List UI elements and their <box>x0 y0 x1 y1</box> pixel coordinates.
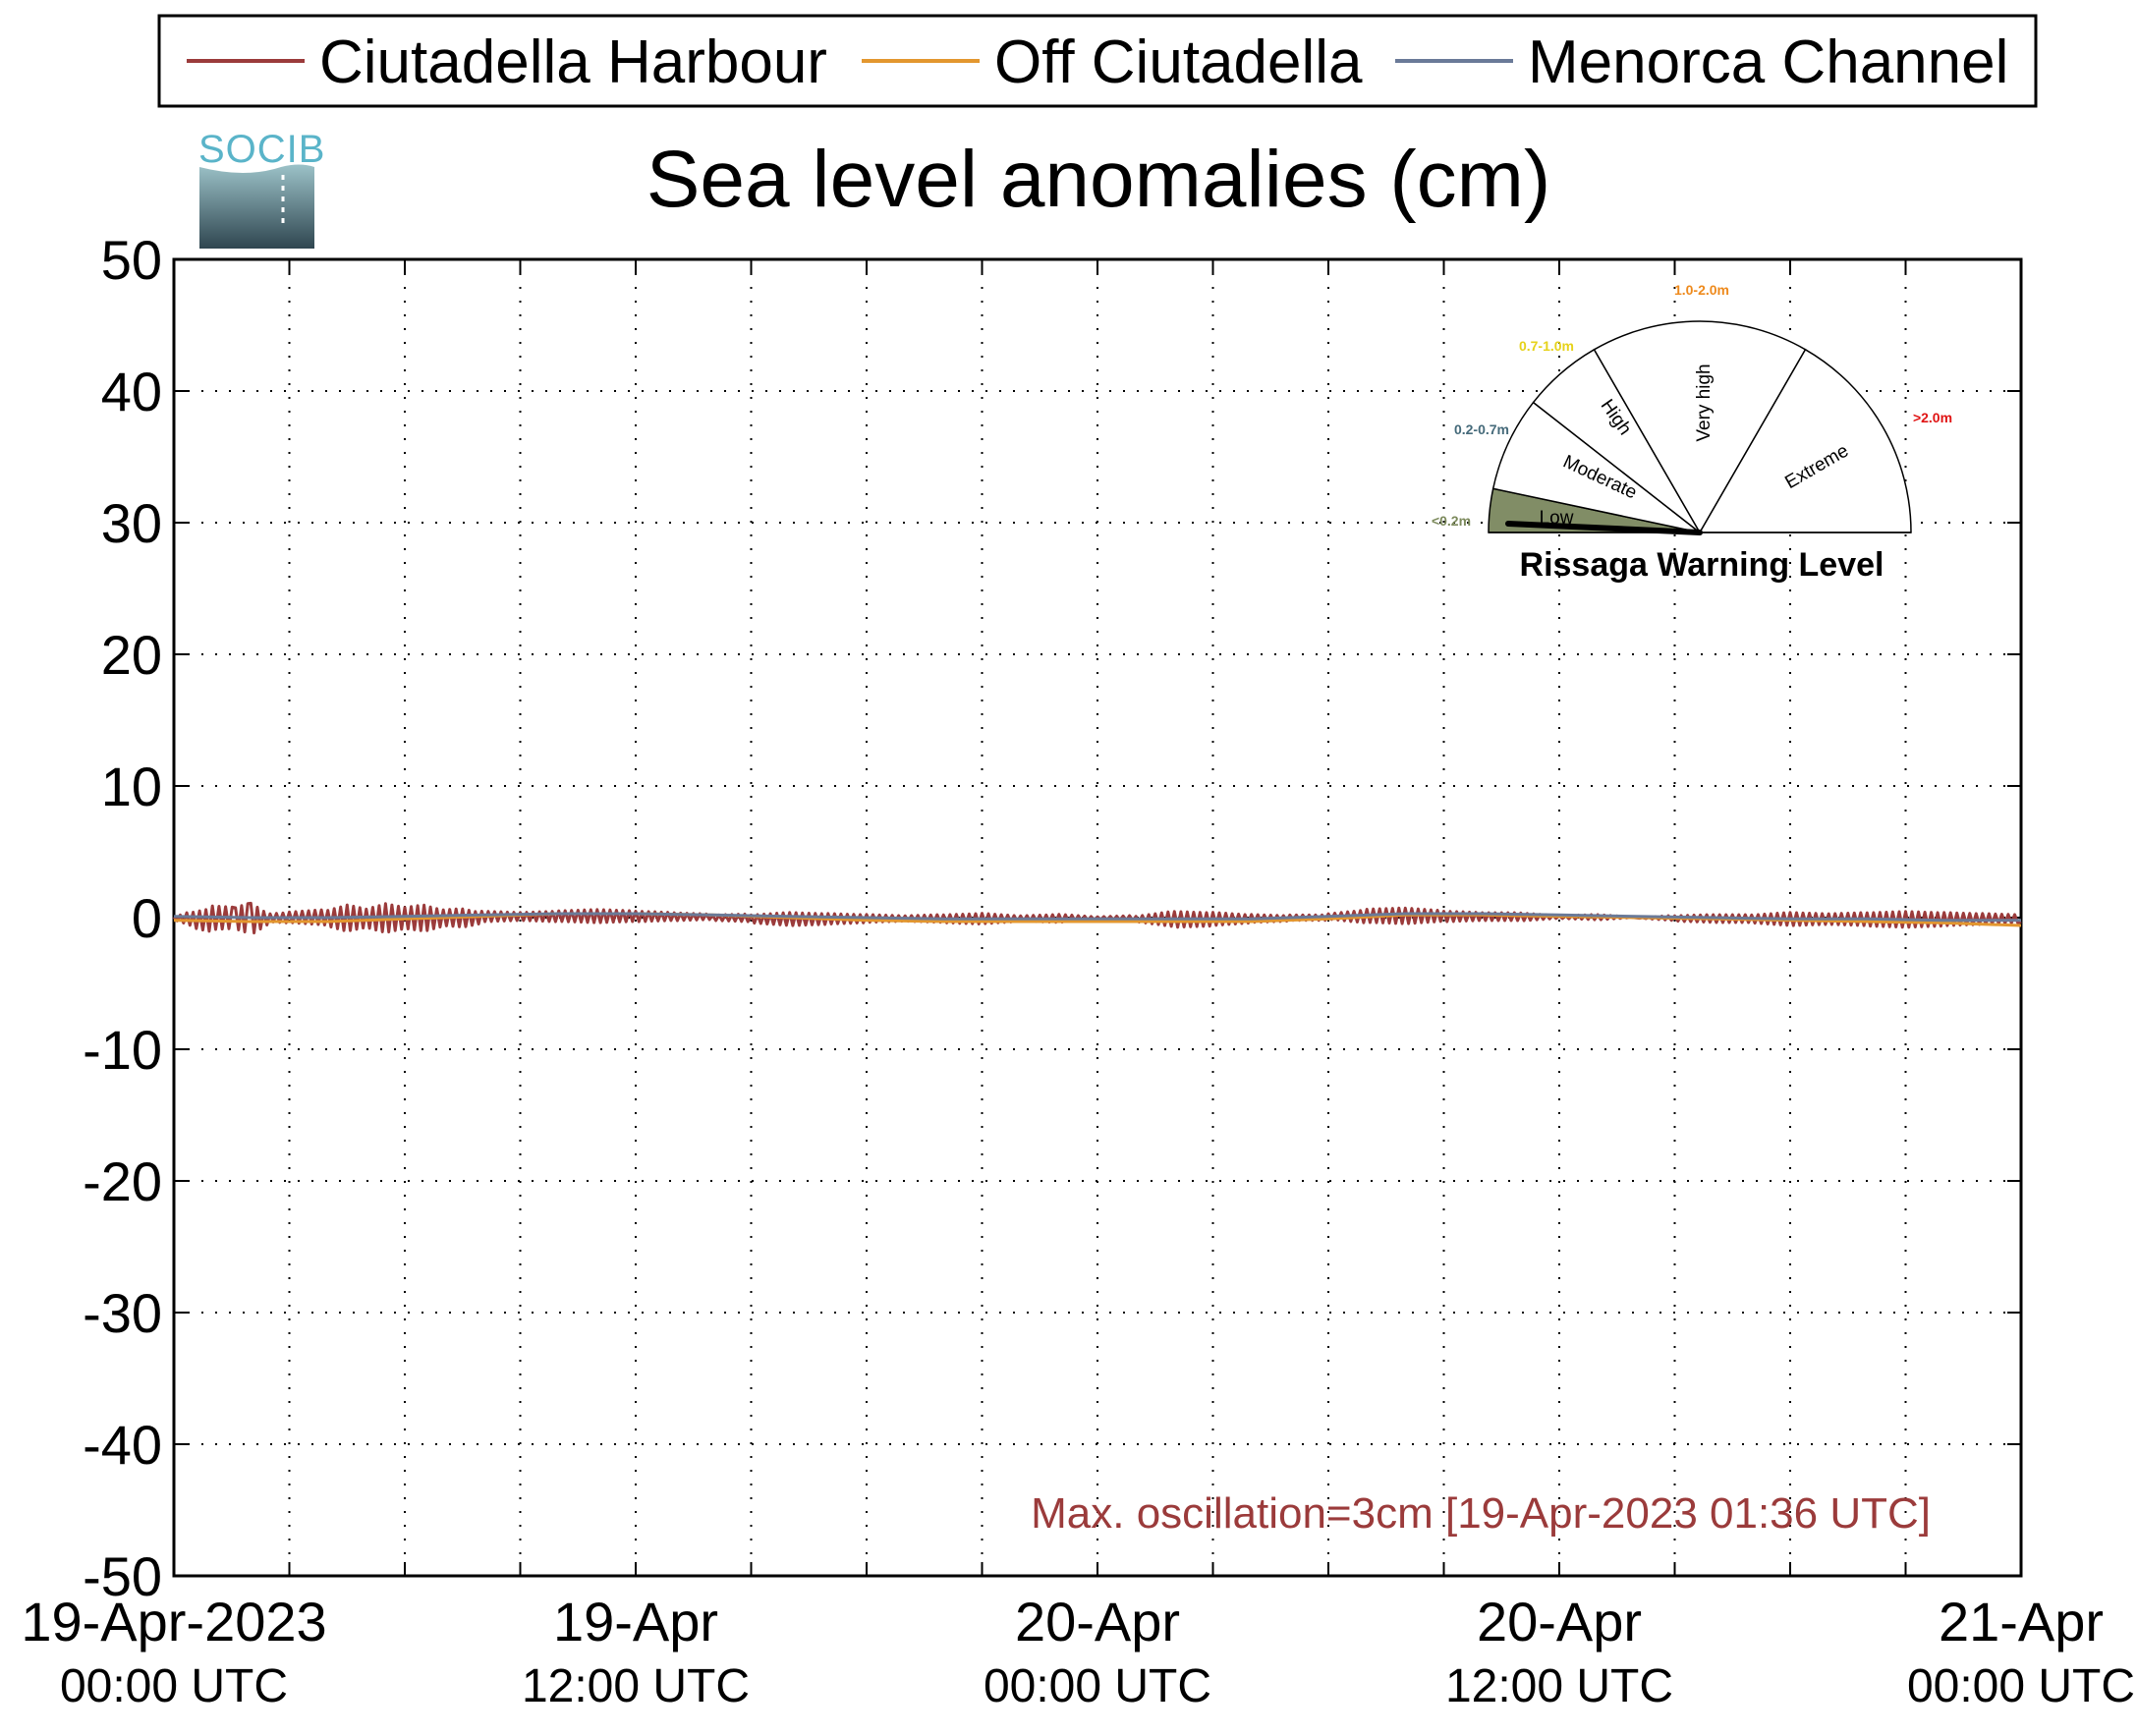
y-tick-label: 20 <box>101 624 162 686</box>
legend: Ciutadella Harbour Off Ciutadella Menorc… <box>157 14 2038 108</box>
x-tick-sublabel: 12:00 UTC <box>1445 1660 1673 1712</box>
x-tick-sublabel: 00:00 UTC <box>1907 1660 2135 1712</box>
y-tick-label: 0 <box>132 887 162 949</box>
chart-title: Sea level anomalies (cm) <box>647 135 1551 224</box>
logo-text: SOCIB <box>198 128 325 171</box>
y-axis: 50 40 30 20 10 0 -10 -20 -30 -40 -50 <box>83 229 2021 1607</box>
max-oscillation-annotation: Max. oscillation=3cm [19-Apr-2023 01:36 … <box>1031 1489 1931 1538</box>
gauge-label-very-high: Very high <box>1694 364 1715 441</box>
x-tick-sublabel: 00:00 UTC <box>984 1660 1211 1712</box>
y-tick-label: -10 <box>83 1019 162 1081</box>
y-tick-label: -50 <box>83 1545 162 1607</box>
x-tick-label: 19-Apr-2023 <box>21 1591 326 1652</box>
gauge-title: Rissaga Warning Level <box>1520 546 1884 584</box>
y-tick-label: -40 <box>83 1414 162 1476</box>
series-line-ciutadella-harbour <box>172 901 2022 935</box>
gauge-range-moderate: 0.2-0.7m <box>1454 421 1509 437</box>
x-tick-sublabel: 12:00 UTC <box>522 1660 750 1712</box>
gauge-sector-very-high <box>1593 320 1807 534</box>
x-axis: 19-Apr-2023 00:00 UTC 19-Apr 12:00 UTC 20-Ap… <box>21 259 2135 1712</box>
logo-wave <box>199 164 314 249</box>
y-tick-label: 50 <box>101 229 162 291</box>
gauge-sectors <box>1488 320 1912 534</box>
x-tick-label: 20-Apr <box>1477 1591 1642 1652</box>
gauge-sector-extreme <box>1698 348 1912 533</box>
gauge-range-very-high: 1.0-2.0m <box>1674 282 1729 298</box>
legend-label-off-ciutadella: Off Ciutadella <box>994 28 1363 96</box>
x-tick-sublabel: 00:00 UTC <box>60 1660 288 1712</box>
gauge-needle <box>1505 521 1703 535</box>
legend-label-menorca-channel: Menorca Channel <box>1528 28 2008 96</box>
y-tick-label: -30 <box>83 1282 162 1344</box>
gauge-range-high: 0.7-1.0m <box>1519 338 1574 354</box>
legend-label-ciutadella-harbour: Ciutadella Harbour <box>319 28 827 96</box>
socib-logo: SOCIB <box>198 128 325 249</box>
gauge-range-low: <0.2m <box>1432 513 1471 529</box>
x-tick-label: 20-Apr <box>1015 1591 1180 1652</box>
series-line-menorca-channel <box>173 912 2021 923</box>
x-tick-label: 21-Apr <box>1939 1591 2104 1652</box>
y-tick-label: 10 <box>101 756 162 817</box>
legend-box <box>157 14 2038 108</box>
gauge-label-low: Low <box>1540 508 1574 529</box>
x-tick-label: 19-Apr <box>553 1591 718 1652</box>
series-lines <box>172 901 2022 935</box>
gauge-range-extreme: >2.0m <box>1913 410 1952 425</box>
y-tick-label: 30 <box>101 492 162 554</box>
y-tick-label: 40 <box>101 361 162 422</box>
y-tick-label: -20 <box>83 1150 162 1212</box>
